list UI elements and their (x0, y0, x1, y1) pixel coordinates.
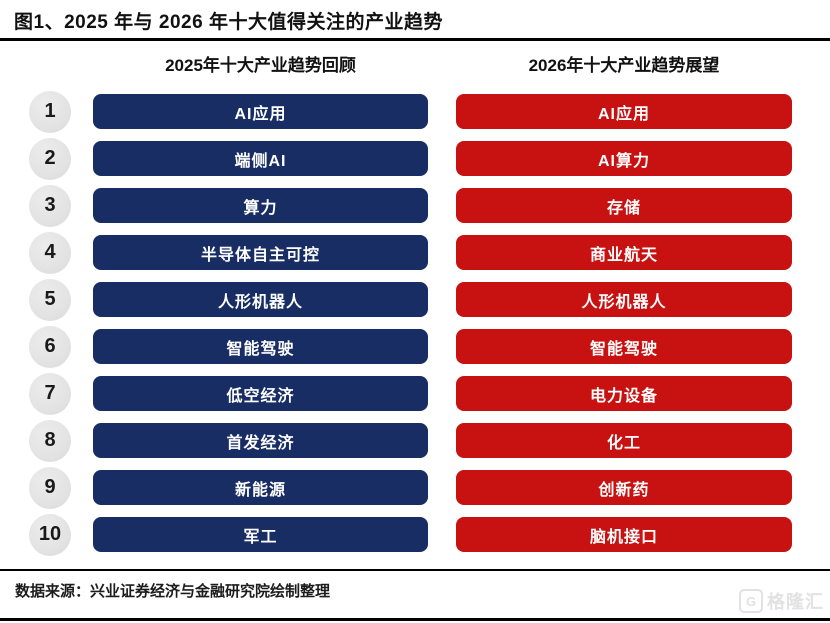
data-source-note: 数据来源：兴业证券经济与金融研究院绘制整理 (15, 583, 331, 600)
trend-pill-2025: 首发经济 (93, 423, 428, 458)
trend-pill-2025: 新能源 (93, 470, 428, 505)
trend-row-2: 2 端侧AI AI算力 (0, 137, 792, 180)
trend-pill-2025: 智能驾驶 (93, 329, 428, 364)
rank-badge: 5 (29, 278, 71, 321)
trend-pill-2026: 人形机器人 (456, 282, 792, 317)
rank-badge: 10 (29, 513, 71, 556)
trend-pill-2025: 军工 (93, 517, 428, 552)
footer-divider (0, 569, 830, 571)
rank-badge: 1 (29, 90, 71, 133)
trend-pill-2026: 智能驾驶 (456, 329, 792, 364)
trend-row-3: 3 算力 存储 (0, 184, 792, 227)
trend-row-1: 1 AI应用 AI应用 (0, 90, 792, 133)
trend-pill-2025: 低空经济 (93, 376, 428, 411)
trend-pill-2025: 人形机器人 (93, 282, 428, 317)
gelonghui-watermark: G 格隆汇 (739, 588, 824, 614)
rank-badge: 6 (29, 325, 71, 368)
rank-badge: 8 (29, 419, 71, 462)
trend-row-8: 8 首发经济 化工 (0, 419, 792, 462)
trend-row-6: 6 智能驾驶 智能驾驶 (0, 325, 792, 368)
trend-pill-2026: 电力设备 (456, 376, 792, 411)
trend-pill-2025: AI应用 (93, 94, 428, 129)
figure-title: 图1、2025 年与 2026 年十大值得关注的产业趋势 (14, 12, 443, 33)
trend-rows: 1 AI应用 AI应用 2 端侧AI AI算力 3 算力 存储 4 半导体自主可… (0, 90, 792, 556)
trend-pill-2025: 半导体自主可控 (93, 235, 428, 270)
trend-row-9: 9 新能源 创新药 (0, 466, 792, 509)
rank-badge: 4 (29, 231, 71, 274)
trend-pill-2026: 脑机接口 (456, 517, 792, 552)
title-underline (0, 38, 830, 41)
trend-row-10: 10 军工 脑机接口 (0, 513, 792, 556)
trend-row-4: 4 半导体自主可控 商业航天 (0, 231, 792, 274)
trend-pill-2025: 算力 (93, 188, 428, 223)
gelonghui-logo-icon: G (739, 589, 763, 613)
trend-row-7: 7 低空经济 电力设备 (0, 372, 792, 415)
rank-badge: 7 (29, 372, 71, 415)
trend-pill-2026: AI算力 (456, 141, 792, 176)
trend-pill-2026: AI应用 (456, 94, 792, 129)
rank-badge: 2 (29, 137, 71, 180)
trend-pill-2026: 存储 (456, 188, 792, 223)
rank-badge: 3 (29, 184, 71, 227)
column-header-2026: 2026年十大产业趋势展望 (528, 56, 720, 75)
trend-pill-2026: 化工 (456, 423, 792, 458)
trend-pill-2026: 创新药 (456, 470, 792, 505)
bottom-border (0, 618, 830, 621)
gelonghui-logo-text: 格隆汇 (767, 592, 824, 612)
trend-row-5: 5 人形机器人 人形机器人 (0, 278, 792, 321)
rank-badge: 9 (29, 466, 71, 509)
trend-pill-2025: 端侧AI (93, 141, 428, 176)
column-header-2025: 2025年十大产业趋势回顾 (165, 56, 356, 75)
trend-pill-2026: 商业航天 (456, 235, 792, 270)
